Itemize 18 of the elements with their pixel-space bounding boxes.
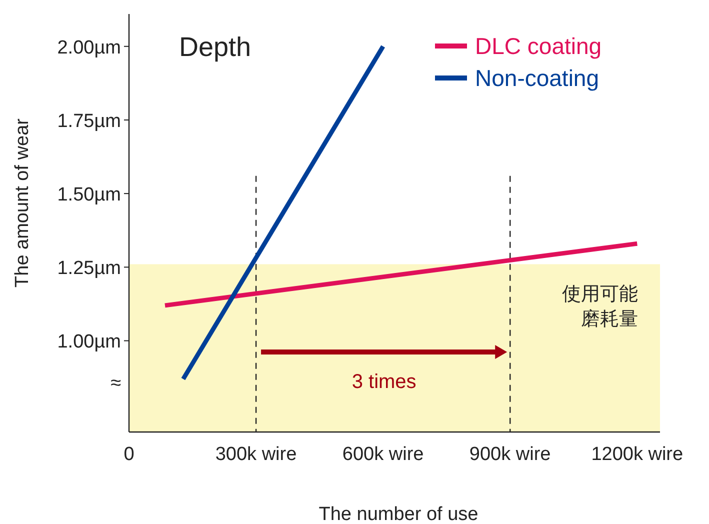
y-tick-label: 1.75µm xyxy=(57,110,121,132)
x-tick-label: 600k wire xyxy=(342,444,424,465)
y-tick-label: 1.00µm xyxy=(57,332,121,353)
x-tick-label: 1200k wire xyxy=(591,444,684,465)
x-axis-title: The number of use xyxy=(318,504,478,524)
legend-label: Non-coating xyxy=(475,65,600,91)
y-tick-label: 1.25µm xyxy=(57,258,121,280)
band-label: 使用可能磨耗量 xyxy=(562,284,638,330)
y-axis-title: The amount of wear xyxy=(12,118,33,288)
x-tick-label: 300k wire xyxy=(215,444,297,465)
x-tick-label: 900k wire xyxy=(469,444,551,465)
y-tick-label: 1.50µm xyxy=(57,184,121,206)
annotation: 3 times xyxy=(352,371,416,393)
y-tick-label: 2.00µm xyxy=(57,37,121,58)
y-tick-label: ≈ xyxy=(110,372,121,394)
x-tick-label: 0 xyxy=(124,444,134,465)
legend-label: DLC coating xyxy=(475,33,602,59)
text: Depth xyxy=(179,32,252,62)
